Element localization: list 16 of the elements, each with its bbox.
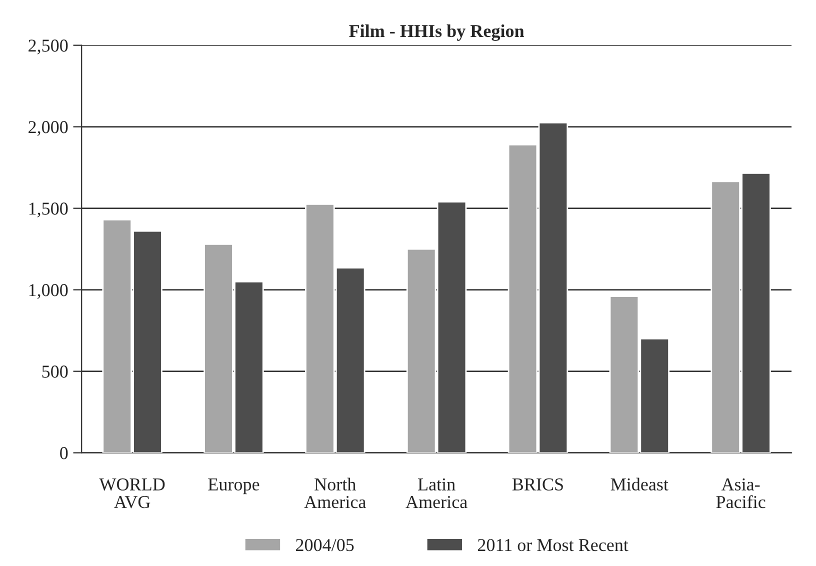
- y-tick-label: 0: [60, 447, 68, 460]
- y-tick-label: 2,000: [28, 121, 68, 136]
- x-tick-label: Asia- Pacific: [716, 478, 766, 508]
- x-tick-label: WORLD AVG: [99, 478, 165, 508]
- y-tick-label: 1,000: [29, 284, 68, 299]
- y-tick-label: 500: [42, 366, 68, 378]
- x-tick-label: Europe: [208, 478, 260, 494]
- legend-label: 2011 or Most Recent: [478, 538, 628, 552]
- chart-title: Film - HHIs by Region: [349, 24, 524, 41]
- legend-label: 2004/05: [296, 538, 354, 552]
- y-tick-label: 1,500: [29, 202, 68, 218]
- x-tick-label: BRICS: [512, 478, 563, 491]
- x-tick-label: Latin America: [406, 478, 468, 508]
- y-tick-label: 2,500: [28, 40, 68, 54]
- x-tick-label: North America: [304, 478, 366, 508]
- x-tick-label: Mideast: [610, 478, 668, 491]
